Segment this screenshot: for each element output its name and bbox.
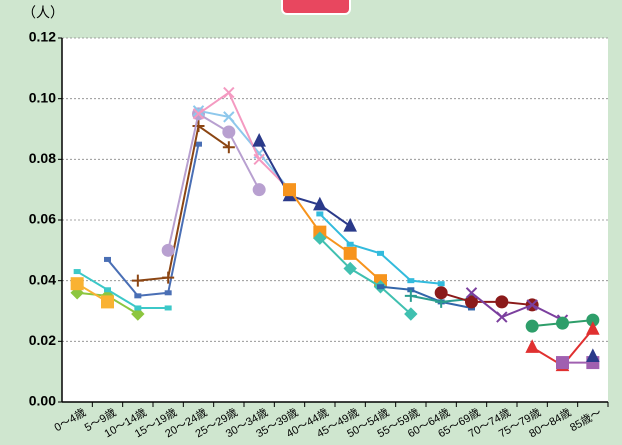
marker: [526, 299, 538, 311]
marker: [252, 183, 266, 197]
marker: [104, 256, 111, 262]
marker: [283, 183, 296, 197]
series-line: [470, 292, 563, 321]
marker: [525, 339, 539, 353]
marker: [134, 293, 142, 299]
marker: [192, 108, 205, 120]
marker: [525, 319, 539, 333]
marker: [346, 241, 354, 247]
y-tick-label: 0.00: [29, 393, 56, 409]
marker: [192, 105, 205, 117]
marker: [316, 211, 324, 217]
y-tick-label: 0.10: [29, 89, 56, 105]
series-line: [288, 189, 382, 282]
marker: [104, 287, 111, 293]
tab: [281, 0, 351, 15]
marker: [131, 274, 144, 287]
series-line: [137, 124, 230, 282]
marker: [343, 217, 357, 232]
y-tick-label: 0.12: [29, 29, 56, 45]
marker: [164, 305, 172, 311]
marker: [162, 271, 175, 284]
series-line: [198, 109, 291, 191]
marker: [377, 250, 384, 256]
marker: [377, 284, 384, 290]
marker: [465, 287, 478, 299]
marker: [434, 286, 448, 300]
marker: [404, 289, 417, 302]
marker: [161, 243, 175, 257]
marker: [586, 321, 600, 335]
marker: [407, 278, 415, 284]
marker: [343, 246, 357, 260]
series-line: [197, 91, 291, 191]
y-tick-label: 0.04: [29, 271, 56, 287]
marker: [556, 356, 569, 370]
marker: [495, 295, 509, 309]
marker: [437, 281, 445, 287]
y-tick-label: 0.02: [29, 332, 56, 348]
marker: [223, 111, 235, 123]
marker: [496, 311, 508, 323]
marker: [404, 307, 418, 321]
marker: [222, 125, 236, 139]
y-axis-unit: （人）: [22, 5, 64, 21]
series-line: [76, 270, 169, 309]
marker: [195, 141, 202, 147]
marker: [164, 290, 172, 296]
marker: [556, 316, 569, 330]
marker: [192, 119, 205, 132]
marker: [465, 295, 478, 309]
y-tick-label: 0.08: [29, 150, 56, 166]
marker: [252, 133, 266, 147]
series-line: [106, 143, 200, 297]
series-line: [258, 140, 351, 227]
marker: [586, 348, 600, 362]
y-tick-label: 0.06: [29, 211, 56, 227]
marker: [101, 295, 114, 309]
series-line: [440, 291, 533, 306]
marker: [343, 261, 357, 276]
marker: [73, 269, 81, 275]
marker: [313, 196, 327, 211]
marker: [223, 86, 235, 99]
marker: [70, 277, 84, 291]
marker: [253, 153, 265, 166]
series-line: [167, 112, 261, 251]
marker: [134, 305, 142, 311]
series-line: [319, 237, 412, 315]
marker: [313, 231, 327, 245]
marker: [131, 307, 145, 321]
marker: [222, 141, 235, 154]
series-line: [380, 285, 472, 309]
